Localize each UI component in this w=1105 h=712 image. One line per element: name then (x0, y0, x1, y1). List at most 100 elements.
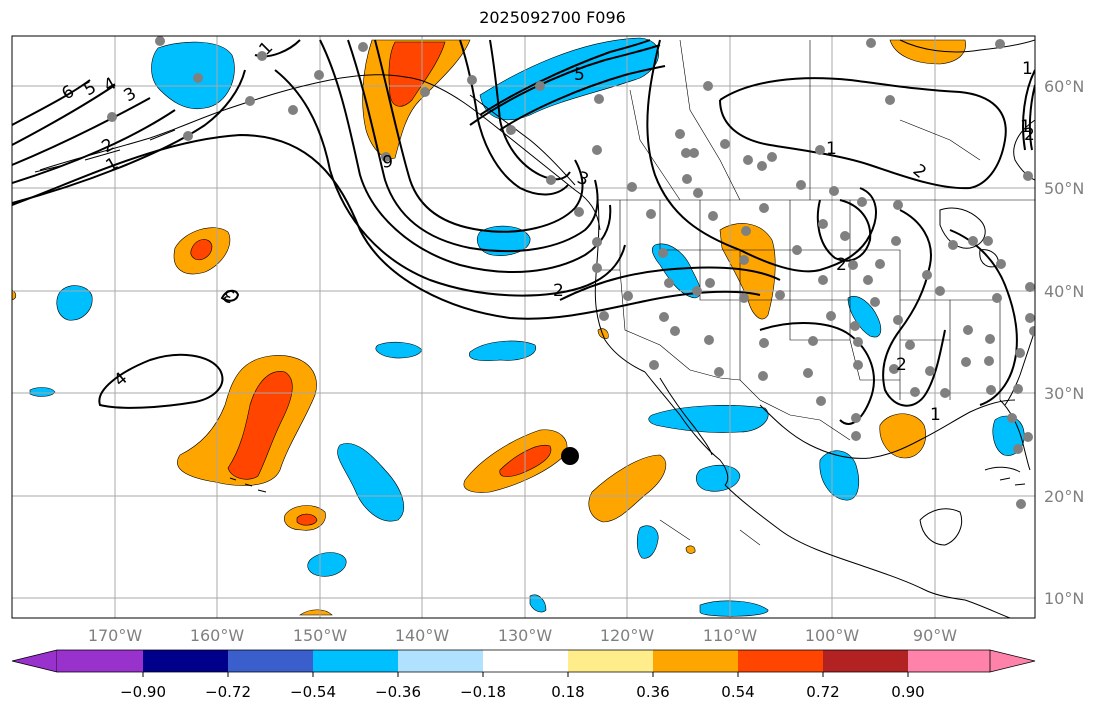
colorbar-seg (483, 650, 568, 672)
lon-label: 160°W (189, 626, 245, 645)
contour-ridge-big (12, 133, 761, 320)
colorbar-tick-label: 0.54 (721, 683, 755, 701)
lat-label: 20°N (1044, 487, 1085, 506)
graticule (12, 36, 1035, 618)
lat-label: 10°N (1044, 589, 1085, 608)
alaska-coast (39, 74, 601, 231)
contour-label: 1 (930, 405, 941, 425)
contour-west-3 (12, 97, 151, 166)
colorbar-seg (143, 650, 228, 672)
lon-label: 170°W (87, 626, 143, 645)
contour-gulf-4 (469, 44, 661, 126)
lon-label: 90°W (912, 626, 958, 645)
hudson-bay (899, 39, 1035, 53)
shade-blue-plains (847, 296, 882, 338)
shade-blue-small1 (375, 341, 423, 359)
lat-label: 50°N (1044, 179, 1085, 198)
shade-red-hawaii (227, 371, 293, 480)
lon-label: 100°W (804, 626, 860, 645)
lon-label: 130°W (497, 626, 553, 645)
shade-blue-west-pac (56, 285, 93, 321)
shade-blue-offshore (477, 225, 531, 256)
contour-canada-1 (646, 39, 741, 251)
map-frame-bg (12, 36, 1035, 618)
contour-ridge-5 (374, 39, 584, 233)
gulf-coast (759, 399, 1016, 459)
baja (644, 371, 729, 486)
lat-label: 30°N (1044, 384, 1085, 403)
colorbar-tick-label: 0.90 (891, 683, 925, 701)
colorbar-tick-label: −0.18 (460, 683, 506, 701)
shade-blue-far-south (699, 600, 769, 617)
shade-blue-small2 (469, 340, 537, 362)
political-borders (598, 39, 1035, 546)
colorbar-seg (398, 650, 483, 672)
shade-orange-se (879, 413, 926, 459)
contour-gulf-5 (479, 39, 651, 116)
map-frame-border (11, 35, 1036, 619)
positive-anomaly-shading (12, 39, 966, 616)
contour-ne-1 (719, 77, 1007, 190)
colorbar-seg (738, 650, 823, 672)
contour-label: 1 (826, 139, 837, 159)
shade-blue-tiny (529, 594, 547, 613)
contour-2-lower (559, 266, 781, 301)
map-title: 2025092700 F096 (479, 8, 626, 27)
shade-blue-central (337, 443, 404, 522)
station-markers (107, 36, 1035, 509)
colorbar-tick-label: −0.54 (290, 683, 336, 701)
contour-trough-2 (489, 39, 571, 181)
caribbean (999, 477, 1026, 486)
contour-west-4 (12, 109, 176, 184)
mexico-west (724, 484, 926, 591)
lon-label: 140°W (394, 626, 450, 645)
central-america (924, 589, 1011, 618)
shade-blue-alaska (151, 41, 235, 110)
contour-west-1 (12, 79, 91, 126)
contour-label: 2 (896, 355, 907, 375)
contour-label: 1 (1022, 59, 1033, 79)
shade-orange-bottom (299, 609, 333, 616)
baja-peninsula (659, 377, 713, 456)
contour-label: 2 (836, 255, 847, 275)
contour-label: 6 (382, 150, 393, 170)
florida (999, 399, 1031, 471)
colorbar-seg (313, 650, 398, 672)
us-west-coast (594, 199, 646, 373)
colorbar-seg (908, 650, 990, 672)
shade-red-small (296, 513, 318, 526)
storm-center-marker (561, 447, 579, 465)
shade-blue-south1 (307, 552, 347, 577)
contour-1-small (220, 289, 240, 302)
shade-blue-mexico (696, 464, 741, 492)
contour-ridge-2 (274, 69, 626, 297)
aleutians (34, 129, 176, 173)
lon-label: 150°W (292, 626, 348, 645)
shade-orange-ne (889, 39, 966, 65)
shade-blue-small3 (29, 387, 56, 397)
shade-blue-pac-sw (636, 525, 659, 559)
colorbar-seg (653, 650, 738, 672)
colorbar-tick-label: 0.72 (806, 683, 840, 701)
contour-gulf-3 (499, 65, 666, 131)
contour-label: 1 (1020, 117, 1031, 137)
east-coast (1004, 329, 1035, 406)
colorbar-tick-label: 0.18 (551, 683, 585, 701)
contour-east-1 (1022, 69, 1035, 151)
colorbar-tick-label: 0.36 (636, 683, 670, 701)
shade-blue-gulfmex (819, 450, 859, 501)
contour-1-loop (98, 353, 224, 409)
shade-blue-baja (648, 405, 769, 433)
colorbar-seg (823, 650, 908, 672)
contour-south-1 (882, 209, 946, 407)
contour-lines (12, 39, 1035, 425)
bc-coast (469, 94, 576, 186)
contour-east-loop (949, 229, 1018, 406)
colorbar-min-extend (11, 649, 58, 673)
contour-west-2 (12, 84, 116, 146)
shade-red-north (388, 41, 446, 107)
colorbar (11, 649, 1036, 677)
lat-label: 40°N (1044, 282, 1085, 301)
cuba (984, 466, 1021, 473)
